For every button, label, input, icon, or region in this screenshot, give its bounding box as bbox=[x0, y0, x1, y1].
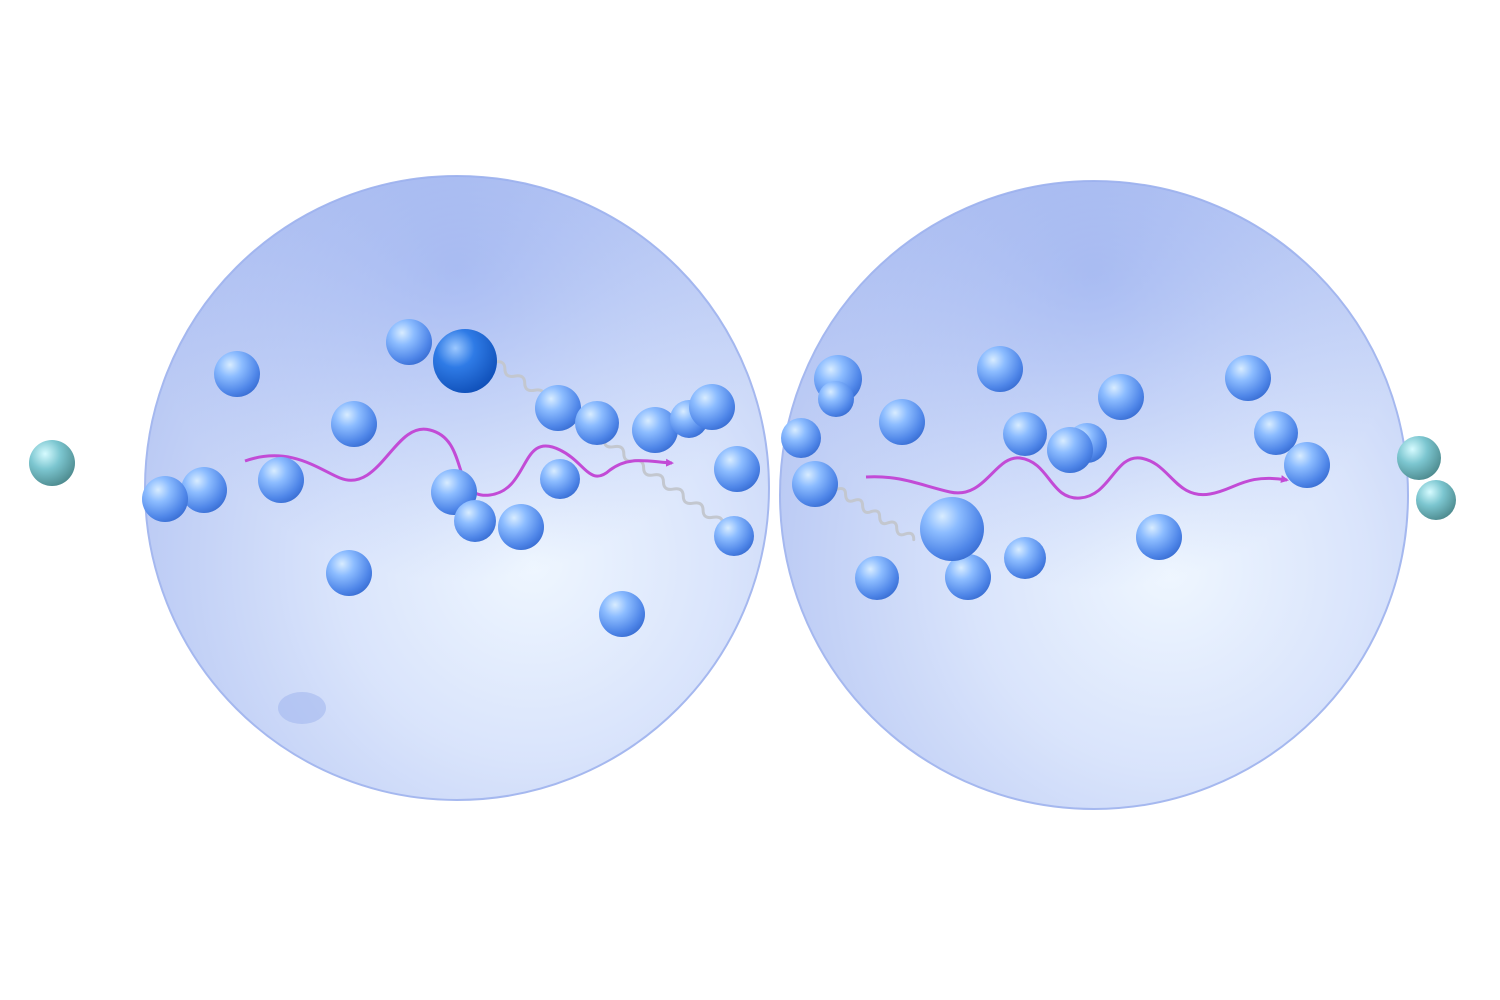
particle bbox=[1284, 442, 1330, 488]
particle bbox=[535, 385, 581, 431]
wave-arrow-left bbox=[244, 427, 674, 497]
particle bbox=[632, 407, 678, 453]
edge-particle-right bbox=[1416, 480, 1456, 520]
particle bbox=[714, 516, 754, 556]
particles-right bbox=[781, 346, 1330, 600]
particle bbox=[454, 500, 496, 542]
particle bbox=[1004, 537, 1046, 579]
particle bbox=[1003, 412, 1047, 456]
edge-particles bbox=[29, 436, 1456, 520]
particle bbox=[714, 446, 760, 492]
particle bbox=[599, 591, 645, 637]
particle bbox=[498, 504, 544, 550]
edge-particle-right bbox=[1397, 436, 1441, 480]
particle bbox=[977, 346, 1023, 392]
particle bbox=[945, 554, 991, 600]
particle bbox=[214, 351, 260, 397]
wave-arrow-right bbox=[865, 456, 1289, 500]
particle bbox=[855, 556, 899, 600]
emitter-particle bbox=[920, 497, 984, 561]
particle bbox=[1254, 411, 1298, 455]
particle bbox=[258, 457, 304, 503]
particle bbox=[326, 550, 372, 596]
particle bbox=[331, 401, 377, 447]
particle bbox=[540, 459, 580, 499]
particle bbox=[1098, 374, 1144, 420]
emitter-particle bbox=[433, 329, 497, 393]
particles-left bbox=[142, 319, 760, 637]
particle bbox=[142, 476, 188, 522]
particle bbox=[689, 384, 735, 430]
particle bbox=[386, 319, 432, 365]
particle bbox=[792, 461, 838, 507]
particle bbox=[1136, 514, 1182, 560]
particle bbox=[879, 399, 925, 445]
particle bbox=[181, 467, 227, 513]
edge-particle-left bbox=[29, 440, 75, 486]
particle bbox=[575, 401, 619, 445]
particle bbox=[781, 418, 821, 458]
spring-bond-left bbox=[493, 360, 725, 526]
particle bbox=[1225, 355, 1271, 401]
particle bbox=[818, 381, 854, 417]
particle bbox=[1047, 427, 1093, 473]
